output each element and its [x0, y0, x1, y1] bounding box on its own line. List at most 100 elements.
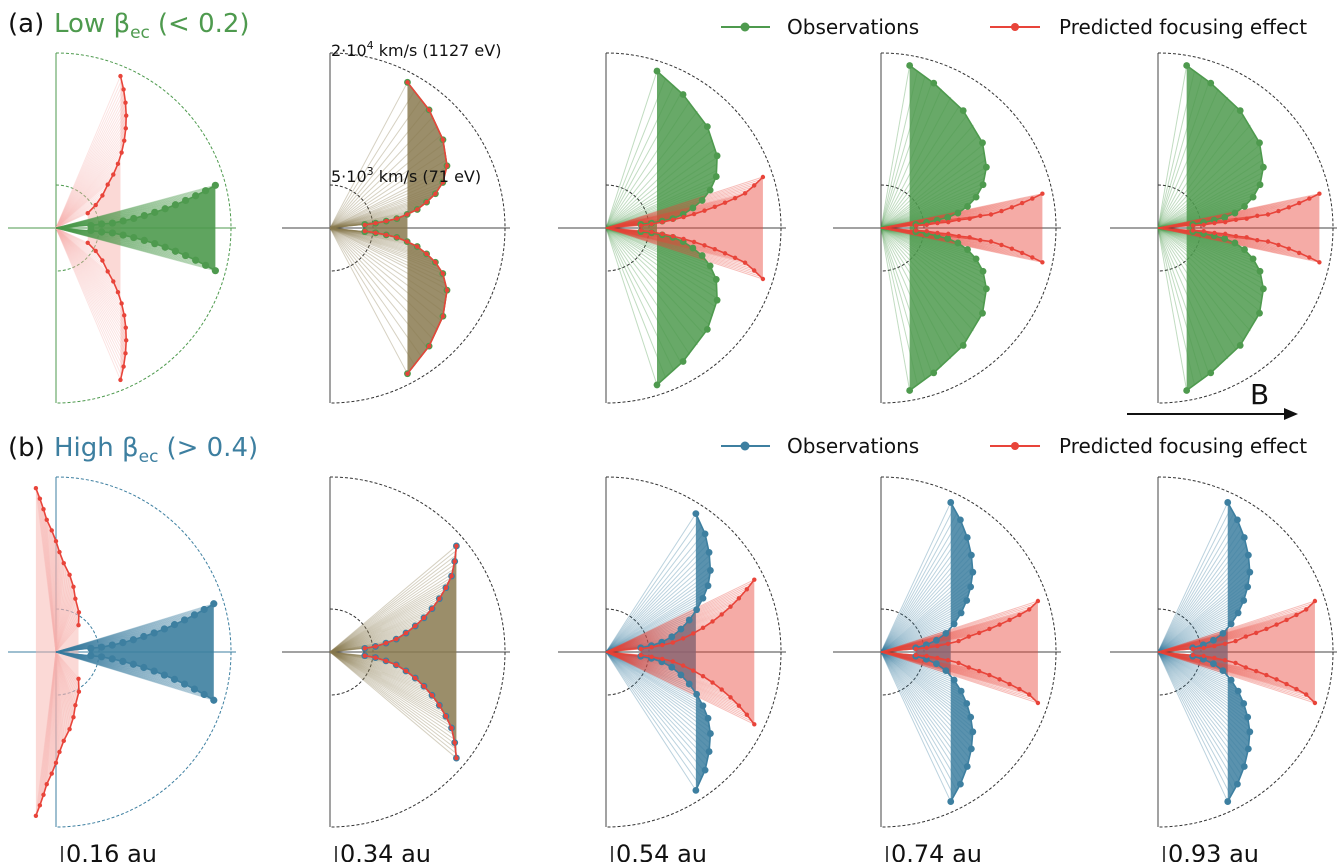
predicted-point [752, 577, 757, 582]
observed-ray [1157, 227, 1247, 253]
overlap-ray [329, 227, 429, 349]
overlap-ray [329, 200, 429, 229]
predicted-ray [55, 190, 106, 229]
predicted-ray [1157, 613, 1299, 653]
observed-ray [605, 593, 706, 653]
predicted-point [404, 239, 410, 244]
predicted-point [76, 622, 81, 628]
observed-fill [1192, 502, 1250, 802]
predicted-point [44, 781, 49, 787]
observed-ray [55, 651, 140, 667]
observed-ray [880, 227, 980, 265]
observed-ray [1157, 643, 1206, 653]
observed-ray [55, 618, 187, 653]
overlap-ray [329, 107, 429, 229]
observed-ray [880, 632, 947, 653]
observed-point [171, 247, 180, 255]
overlap-ray [329, 607, 433, 653]
observed-ray [880, 198, 975, 229]
predicted-point [1296, 250, 1302, 256]
predicted-point [1040, 260, 1045, 265]
observed-point [712, 276, 720, 283]
predicted-ray [605, 227, 716, 250]
observed-ray [880, 227, 982, 269]
predicted-point [413, 675, 418, 681]
observed-ray [880, 194, 978, 229]
observed-ray [880, 629, 950, 653]
observed-point [1240, 763, 1248, 770]
observed-point [1240, 534, 1248, 541]
predicted-ray [55, 75, 121, 229]
observed-ray [880, 623, 955, 653]
predicted-ray [605, 634, 690, 653]
predicted-ray [605, 227, 729, 256]
observed-ray [880, 534, 967, 653]
observed-ray [880, 545, 970, 653]
predicted-ray [55, 167, 117, 229]
predicted-point [660, 642, 665, 648]
predicted-ray [55, 153, 122, 229]
overlap-ray [329, 651, 457, 759]
predicted-point [118, 377, 123, 383]
observed-ray [605, 101, 691, 229]
observed-ray [605, 651, 687, 681]
observed-ray [605, 631, 679, 653]
observed-ray [1157, 651, 1232, 681]
predicted-ray [605, 593, 743, 653]
observed-ray [1157, 632, 1224, 653]
observed-ray [55, 606, 209, 653]
observed-point [679, 91, 687, 98]
observed-ray [1157, 545, 1247, 653]
predicted-ray [605, 651, 753, 722]
distance-label-4: 0.74 au [891, 840, 982, 862]
predicted-point [1307, 196, 1312, 201]
observed-ray [880, 65, 911, 229]
predicted-point [440, 314, 446, 319]
observed-point [1219, 629, 1227, 637]
predicted-point [437, 703, 442, 708]
observed-ray [880, 227, 975, 258]
predicted-point [744, 712, 750, 717]
predicted-ray [46, 520, 57, 653]
predicted-ray [1157, 611, 1302, 653]
observed-ray [1157, 651, 1229, 802]
observed-point [947, 499, 955, 506]
observed-ray [1157, 75, 1203, 229]
polar-panel-b-4 [833, 476, 1061, 828]
observed-ray [605, 554, 710, 653]
predicted-ray [605, 209, 707, 229]
observed-ray [605, 651, 697, 791]
predicted-ray [605, 186, 753, 229]
overlap-ray [329, 651, 436, 700]
predicted-point [1244, 235, 1249, 240]
observed-ray [880, 550, 972, 653]
observed-point [1241, 246, 1248, 253]
observed-ray [605, 651, 682, 676]
legend-a-obs-marker [740, 22, 750, 32]
predicted-fill [1192, 601, 1315, 703]
predicted-ray [880, 651, 1028, 694]
predicted-ray [605, 227, 744, 263]
observed-ray [605, 651, 667, 665]
observed-ray [1157, 70, 1196, 229]
predicted-ray [53, 651, 57, 767]
predicted-point [978, 237, 983, 243]
observed-ray [605, 651, 698, 697]
predicted-ray [36, 491, 57, 653]
predicted-ray [51, 651, 57, 774]
observed-point [704, 714, 712, 722]
predicted-ray [605, 651, 711, 682]
overlap-ray [329, 623, 418, 653]
predicted-point [681, 214, 686, 220]
observed-ray [605, 195, 707, 229]
observed-point [130, 233, 138, 242]
overlap-ray [329, 601, 438, 653]
observed-point [692, 510, 700, 518]
observed-ray [1157, 227, 1239, 246]
observed-ray [55, 651, 166, 676]
observed-ray [55, 651, 191, 688]
observed-ray [55, 198, 189, 229]
predicted-ray [55, 617, 80, 653]
observed-point [192, 192, 200, 200]
observed-point [963, 763, 971, 770]
